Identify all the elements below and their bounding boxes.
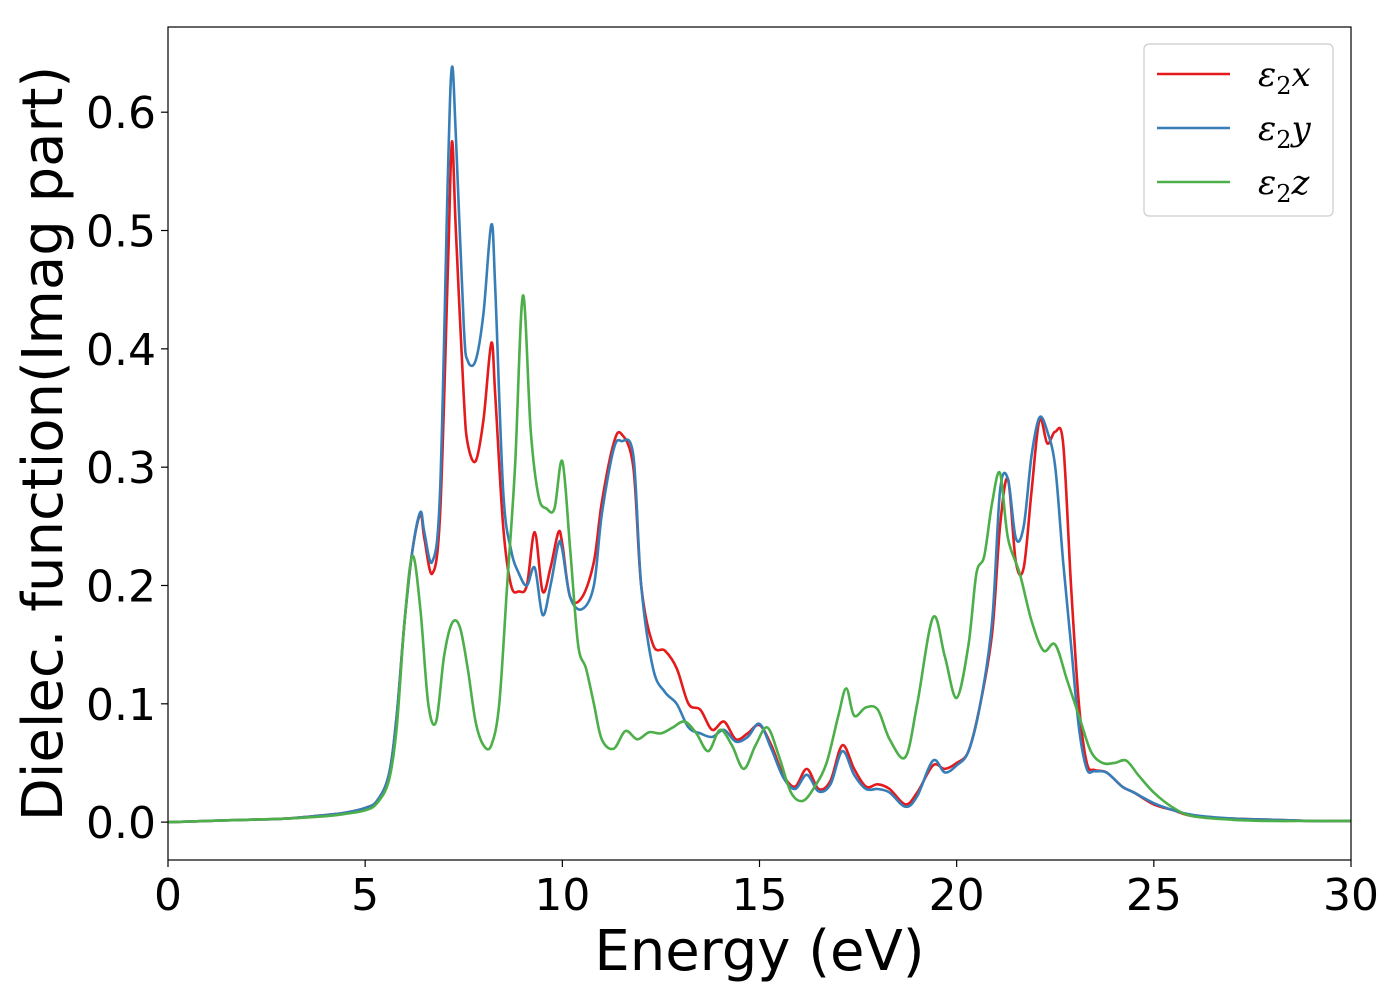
- y-tick-label: 0.2: [86, 561, 156, 612]
- x-axis: 0 5 10 15 20 25 30: [154, 860, 1379, 921]
- y-tick-label: 0.5: [86, 207, 156, 258]
- x-tick-label: 10: [534, 870, 590, 921]
- x-tick-label: 15: [732, 870, 788, 921]
- legend-axis: x: [1292, 55, 1311, 95]
- y-tick-label: 0.0: [86, 798, 156, 849]
- y-axis-title: Dielec. function(Imag part): [11, 66, 76, 822]
- x-tick-label: 25: [1126, 870, 1182, 921]
- legend-subscript: 2: [1276, 126, 1291, 154]
- legend-axis: z: [1291, 163, 1311, 203]
- legend-symbol: ε: [1258, 109, 1276, 149]
- x-tick-label: 20: [929, 870, 985, 921]
- y-tick-label: 0.1: [86, 680, 156, 731]
- legend-label-y: ε2y: [1258, 109, 1312, 154]
- legend-label-x: ε2x: [1258, 55, 1311, 100]
- x-tick-label: 0: [154, 870, 182, 921]
- y-tick-label: 0.3: [86, 443, 156, 494]
- series-layer: [168, 65, 1351, 824]
- legend-axis: y: [1290, 109, 1312, 149]
- x-axis-title: Energy (eV): [594, 919, 924, 984]
- y-tick-label: 0.4: [86, 325, 156, 376]
- y-tick-label: 0.6: [86, 88, 156, 139]
- series-line-y: [168, 65, 1351, 824]
- x-tick-label: 5: [351, 870, 379, 921]
- legend-label-z: ε2z: [1258, 163, 1311, 208]
- legend-subscript: 2: [1276, 180, 1291, 208]
- legend-symbol: ε: [1258, 163, 1276, 203]
- series-line-z: [168, 294, 1351, 824]
- x-tick-label: 30: [1323, 870, 1379, 921]
- legend-symbol: ε: [1258, 55, 1276, 95]
- legend-box: [1143, 43, 1334, 217]
- legend-subscript: 2: [1276, 72, 1291, 100]
- y-axis: 0.0 0.1 0.2 0.3 0.4 0.5 0.6: [86, 88, 168, 849]
